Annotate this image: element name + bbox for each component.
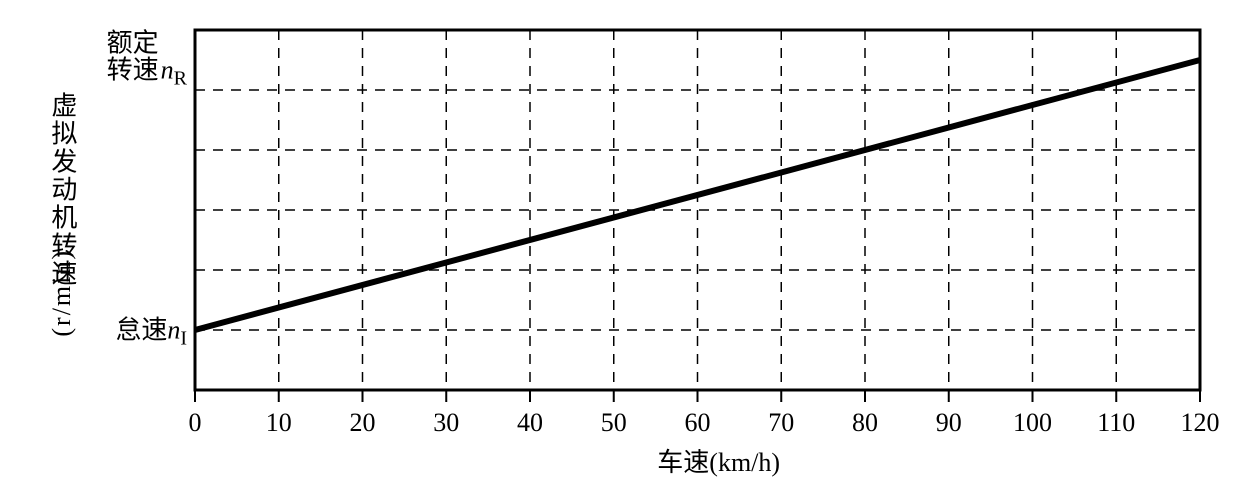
x-tick-10: 10 [266,408,292,438]
x-tick-80: 80 [852,408,878,438]
x-tick-30: 30 [433,408,459,438]
x-tick-40: 40 [517,408,543,438]
x-tick-100: 100 [1013,408,1052,438]
x-tick-60: 60 [685,408,711,438]
y-axis-label-unit: (r/min) [47,249,77,337]
x-tick-90: 90 [936,408,962,438]
x-axis-label: 车速(km/h) [657,442,780,479]
x-tick-110: 110 [1097,408,1135,438]
y-axis-label: 虚拟发动机转速(r/min) [18,92,106,318]
y-tick-label: 怠速nI [115,309,187,350]
x-tick-20: 20 [350,408,376,438]
y-tick-label: 额定转速nR [107,29,187,90]
x-tick-50: 50 [601,408,627,438]
chart-container: 虚拟发动机转速(r/min) 车速(km/h) 0 10 20 30 40 50 60 70 8… [0,0,1240,500]
x-tick-120: 120 [1181,408,1220,438]
x-tick-0: 0 [189,408,202,438]
x-tick-70: 70 [768,408,794,438]
